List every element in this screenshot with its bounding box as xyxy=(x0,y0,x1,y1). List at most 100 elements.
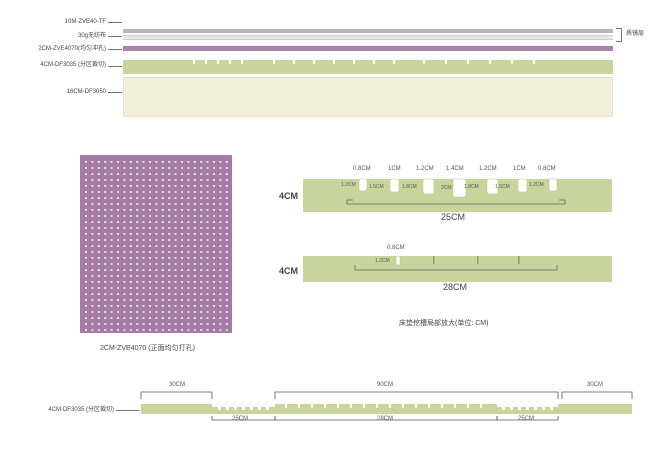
perforation-hole xyxy=(193,203,196,205)
perforation-hole xyxy=(97,269,100,271)
perforation-hole xyxy=(136,275,139,277)
layer-3-bar xyxy=(123,46,613,51)
perforation-hole xyxy=(225,197,228,199)
perforation-hole xyxy=(97,251,100,253)
perforation-hole xyxy=(91,323,94,325)
perforation-hole xyxy=(91,287,94,289)
perforation-hole xyxy=(136,233,139,235)
perforation-hole xyxy=(117,257,119,259)
perforation-hole xyxy=(206,251,209,253)
perforation-hole xyxy=(200,257,203,259)
detail-1-thickness: 4CM xyxy=(279,191,299,201)
perforation-hole xyxy=(181,191,183,193)
perforation-hole xyxy=(206,329,209,331)
perforation-hole xyxy=(225,323,228,325)
perforation-hole xyxy=(168,185,171,187)
perforation-hole xyxy=(110,281,113,283)
perforation-hole xyxy=(174,269,177,271)
perforation-hole xyxy=(206,221,209,223)
perforation-hole xyxy=(117,209,119,211)
zone-length-label: 30CM xyxy=(587,382,604,388)
perforation-hole xyxy=(142,305,145,307)
perforation-hole xyxy=(97,257,100,259)
perforation-hole xyxy=(206,227,209,229)
perforation-hole xyxy=(219,263,222,265)
perforation-hole xyxy=(110,293,113,295)
perforation-hole xyxy=(193,257,196,259)
perforation-hole xyxy=(168,281,171,283)
perforation-hole xyxy=(136,317,139,319)
notch-width-label: 1.2CM xyxy=(416,166,434,172)
perforation-hole xyxy=(104,185,107,187)
perforation-hole xyxy=(149,185,151,187)
perforation-hole xyxy=(136,215,139,217)
perforation-hole xyxy=(104,251,107,253)
detail-2-width-label: 28CM xyxy=(443,282,468,292)
perforation-hole xyxy=(97,263,100,265)
perforation-hole xyxy=(136,239,139,241)
perforation-hole xyxy=(91,227,94,229)
perforation-hole xyxy=(155,185,158,187)
perforation-hole xyxy=(213,275,215,277)
layer-4-label: 4CM-DF3035 (分区裁切) xyxy=(40,62,106,68)
perforation-hole xyxy=(206,245,209,247)
notch-depth-label: 1.8CM xyxy=(402,184,417,190)
perforation-hole xyxy=(91,269,94,271)
perforation-hole xyxy=(181,299,183,301)
perforation-hole xyxy=(174,257,177,259)
perforation-hole xyxy=(206,257,209,259)
perforation-hole xyxy=(136,203,139,205)
perforation-hole xyxy=(200,185,203,187)
perforation-hole xyxy=(85,269,87,271)
perforation-hole xyxy=(181,245,183,247)
perforation-hole xyxy=(181,281,183,283)
perforation-hole xyxy=(129,329,132,331)
perforation-hole xyxy=(168,311,171,313)
perforation-hole xyxy=(168,257,171,259)
perforation-hole xyxy=(174,161,177,163)
perforation-hole xyxy=(136,167,139,169)
perforation-hole xyxy=(193,167,196,169)
perforation-hole xyxy=(142,245,145,247)
perforation-hole xyxy=(117,233,119,235)
perforation-hole xyxy=(168,329,171,331)
perforation-hole xyxy=(161,275,164,277)
perforation-hole xyxy=(91,161,94,163)
perforation-hole xyxy=(123,161,126,163)
perforation-hole xyxy=(129,173,132,175)
perforation-hole xyxy=(155,311,158,313)
perforation-hole xyxy=(193,269,196,271)
perforation-hole xyxy=(129,299,132,301)
perforation-hole xyxy=(193,209,196,211)
perforation-hole xyxy=(91,305,94,307)
perforation-hole xyxy=(206,173,209,175)
perforation-hole xyxy=(206,275,209,277)
perforation-hole xyxy=(193,227,196,229)
perforation-hole xyxy=(123,215,126,217)
perforation-hole xyxy=(97,221,100,223)
perforation-hole xyxy=(219,179,222,181)
perforation-hole xyxy=(225,275,228,277)
perforation-hole xyxy=(225,167,228,169)
perforation-hole xyxy=(85,203,87,205)
perforation-hole xyxy=(161,305,164,307)
perforation-hole xyxy=(136,287,139,289)
perforation-hole xyxy=(200,275,203,277)
perforation-hole xyxy=(142,281,145,283)
perforation-hole xyxy=(136,263,139,265)
perforation-hole xyxy=(136,161,139,163)
perforation-hole xyxy=(168,305,171,307)
perforation-hole xyxy=(104,287,107,289)
perforation-hole xyxy=(110,197,113,199)
perforation-hole xyxy=(206,269,209,271)
perforation-hole xyxy=(149,233,151,235)
perforation-hole xyxy=(110,257,113,259)
perforation-hole xyxy=(85,197,87,199)
perforation-hole xyxy=(193,305,196,307)
perforation-hole xyxy=(206,233,209,235)
perforation-hole xyxy=(174,185,177,187)
perforation-hole xyxy=(187,209,190,211)
perforation-hole xyxy=(161,245,164,247)
perforation-hole xyxy=(85,173,87,175)
perforation-hole xyxy=(104,275,107,277)
